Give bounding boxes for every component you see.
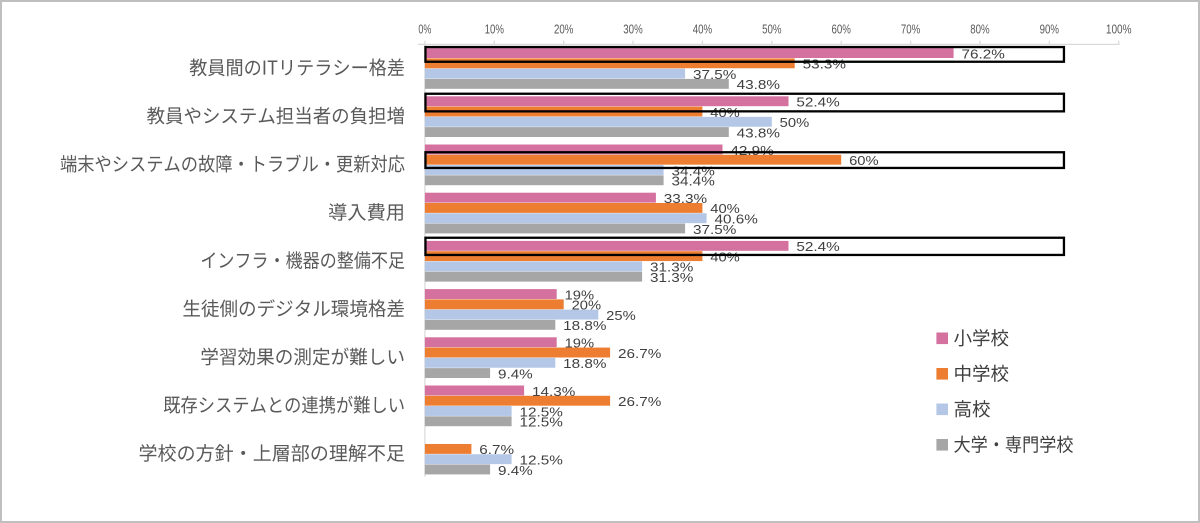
svg-text:14.3%: 14.3%: [532, 384, 576, 399]
svg-text:100%: 100%: [1106, 22, 1132, 36]
svg-text:43.8%: 43.8%: [737, 77, 781, 92]
svg-text:26.7%: 26.7%: [618, 394, 662, 409]
svg-text:9.4%: 9.4%: [498, 366, 533, 381]
svg-text:53.3%: 53.3%: [803, 57, 847, 72]
svg-text:50%: 50%: [762, 22, 781, 36]
svg-text:42.9%: 42.9%: [730, 143, 774, 158]
svg-text:10%: 10%: [485, 22, 504, 36]
svg-text:52.4%: 52.4%: [796, 95, 840, 110]
svg-text:40%: 40%: [710, 201, 740, 216]
svg-text:60%: 60%: [849, 153, 879, 168]
svg-text:9.4%: 9.4%: [498, 463, 533, 478]
svg-text:40.6%: 40.6%: [715, 212, 759, 227]
svg-text:80%: 80%: [970, 22, 989, 36]
svg-text:30%: 30%: [623, 22, 642, 36]
svg-text:0%: 0%: [418, 22, 431, 36]
svg-text:37.5%: 37.5%: [693, 222, 737, 237]
svg-text:18.8%: 18.8%: [563, 318, 607, 333]
svg-text:19%: 19%: [565, 287, 595, 302]
svg-text:20%: 20%: [554, 22, 573, 36]
svg-text:12.5%: 12.5%: [520, 453, 564, 468]
svg-text:6.7%: 6.7%: [479, 442, 514, 457]
svg-text:25%: 25%: [606, 308, 636, 323]
svg-text:90%: 90%: [1040, 22, 1059, 36]
svg-text:18.8%: 18.8%: [563, 356, 607, 371]
svg-text:19%: 19%: [565, 336, 595, 351]
svg-text:60%: 60%: [832, 22, 851, 36]
svg-text:20%: 20%: [572, 298, 602, 313]
svg-text:37.5%: 37.5%: [693, 67, 737, 82]
svg-text:12.5%: 12.5%: [520, 415, 564, 430]
svg-text:31.3%: 31.3%: [650, 270, 694, 285]
svg-text:31.3%: 31.3%: [650, 260, 694, 275]
svg-text:76.2%: 76.2%: [962, 46, 1006, 61]
svg-text:12.5%: 12.5%: [520, 404, 564, 419]
svg-text:33.3%: 33.3%: [664, 191, 708, 206]
svg-text:26.7%: 26.7%: [618, 346, 662, 361]
svg-text:52.4%: 52.4%: [796, 239, 840, 254]
svg-text:40%: 40%: [710, 249, 740, 264]
svg-text:70%: 70%: [901, 22, 920, 36]
svg-text:34.4%: 34.4%: [672, 174, 716, 189]
svg-text:40%: 40%: [693, 22, 712, 36]
svg-text:43.8%: 43.8%: [737, 125, 781, 140]
svg-text:50%: 50%: [780, 115, 810, 130]
